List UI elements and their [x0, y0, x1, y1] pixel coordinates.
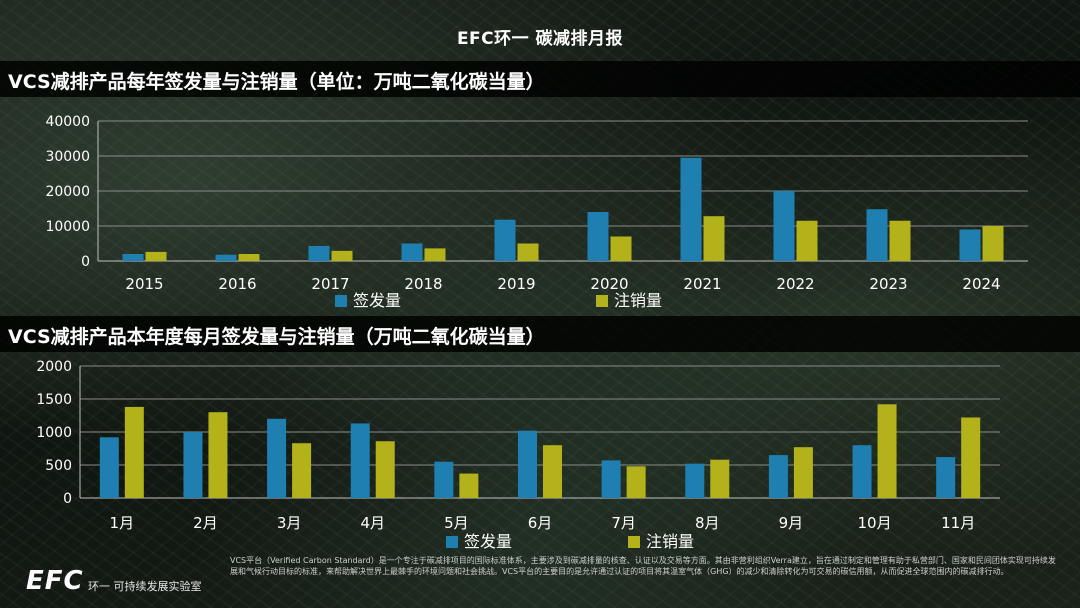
section2-title: VCS减排产品本年度每月签发量与注销量（万吨二氧化碳当量） [8, 326, 545, 348]
bar-retired-2020 [610, 236, 632, 261]
legend-label: 注销量 [614, 291, 662, 310]
bar-issued-8月 [685, 463, 705, 498]
bar-retired-2023 [889, 220, 911, 261]
bar-issued-7月 [601, 460, 621, 498]
bar-issued-2024 [959, 229, 981, 261]
bar-retired-2月 [208, 412, 228, 498]
bar-issued-11月 [936, 457, 956, 498]
legend-swatch [446, 536, 458, 548]
x-tick-label: 4月 [360, 514, 385, 532]
bar-issued-2015 [122, 254, 144, 261]
bar-retired-9月 [793, 447, 813, 498]
x-tick-label: 5月 [444, 514, 469, 532]
bar-retired-6月 [543, 445, 562, 498]
bar-retired-8月 [710, 459, 730, 498]
bar-issued-2017 [308, 245, 330, 261]
x-tick-label: 2019 [497, 275, 535, 293]
bar-retired-2015 [145, 251, 167, 261]
x-tick-label: 2月 [193, 514, 218, 532]
page-title: EFC环一 碳减排月报 [456, 29, 624, 49]
bar-retired-2021 [703, 216, 725, 261]
bar-issued-2022 [773, 191, 795, 261]
x-tick-label: 2022 [776, 275, 814, 293]
bar-issued-4月 [350, 423, 370, 498]
bar-retired-2019 [517, 243, 539, 261]
legend-label: 注销量 [646, 532, 694, 551]
legend-label: 签发量 [464, 532, 512, 551]
bar-issued-9月 [768, 455, 788, 498]
x-tick-label: 2021 [683, 275, 721, 293]
y-tick-label: 1500 [36, 392, 72, 408]
section1-header: VCS减排产品每年签发量与注销量（单位：万吨二氧化碳当量） [0, 61, 1080, 97]
x-tick-label: 6月 [528, 514, 553, 532]
bar-issued-2020 [587, 212, 609, 261]
x-tick-label: 9月 [779, 514, 804, 532]
legend-label: 签发量 [353, 291, 401, 310]
bar-retired-5月 [459, 473, 479, 498]
x-tick-label: 3月 [277, 514, 302, 532]
y-tick-label: 1000 [36, 425, 72, 441]
x-tick-label: 2015 [125, 275, 163, 293]
bar-issued-3月 [267, 418, 287, 498]
bar-retired-2018 [424, 248, 446, 261]
bar-retired-2016 [238, 254, 260, 261]
legend-swatch [596, 295, 608, 307]
x-tick-label: 10月 [857, 514, 891, 532]
footer-lab-name: 环一 可持续发展实验室 [88, 580, 202, 593]
legend-swatch [628, 536, 640, 548]
x-tick-label: 8月 [695, 514, 720, 532]
monthly-chart: 0 500 1000 1500 2000 1月 2月 3月 4月 5月 6月 7月 8月 9月 10月 11月… [36, 359, 1000, 551]
bar-issued-5月 [434, 461, 454, 498]
x-tick-label: 7月 [611, 514, 636, 532]
bar-retired-11月 [961, 417, 981, 498]
y-tick-label: 0 [81, 254, 90, 270]
bar-retired-10月 [877, 404, 897, 498]
x-tick-label: 2016 [218, 275, 256, 293]
bar-issued-2018 [401, 243, 423, 261]
x-tick-label: 1月 [110, 514, 135, 532]
bar-retired-2024 [982, 226, 1004, 261]
y-tick-label: 0 [63, 491, 72, 507]
bar-retired-2017 [331, 250, 353, 261]
x-tick-label: 2020 [590, 275, 628, 293]
footer-note: VCS平台（Verified Carbon Standard）是一个专注于碳减排… [230, 556, 1056, 576]
section2-header: VCS减排产品本年度每月签发量与注销量（万吨二氧化碳当量） [0, 316, 1080, 352]
x-tick-label: 11月 [941, 514, 975, 532]
bar-issued-2021 [680, 157, 702, 261]
x-tick-label: 2017 [311, 275, 349, 293]
bar-issued-6月 [518, 430, 537, 498]
y-tick-label: 2000 [36, 359, 72, 375]
bar-issued-2019 [494, 219, 516, 261]
x-tick-label: 2023 [869, 275, 907, 293]
y-tick-label: 20000 [45, 184, 90, 200]
x-tick-label: 2018 [404, 275, 442, 293]
bar-issued-1月 [99, 437, 119, 498]
y-tick-label: 10000 [45, 219, 90, 235]
bar-issued-10月 [852, 445, 872, 498]
y-tick-label: 30000 [45, 149, 90, 165]
bar-retired-7月 [626, 466, 646, 498]
y-tick-label: 500 [45, 458, 72, 474]
annual-chart: 0 10000 20000 30000 40000 2015 2016 2017 2018 201… [45, 114, 1028, 310]
y-tick-label: 40000 [45, 114, 90, 130]
bar-issued-2016 [215, 254, 237, 261]
bar-issued-2月 [183, 432, 203, 498]
bar-retired-1月 [124, 406, 144, 498]
section1-title: VCS减排产品每年签发量与注销量（单位：万吨二氧化碳当量） [8, 71, 545, 93]
legend-swatch [335, 295, 347, 307]
bar-retired-3月 [292, 443, 312, 498]
bar-issued-2023 [866, 209, 888, 261]
bar-retired-2022 [796, 220, 818, 261]
bar-retired-4月 [375, 441, 395, 498]
efc-logo: EFC [26, 566, 84, 596]
x-tick-label: 2024 [962, 275, 1000, 293]
